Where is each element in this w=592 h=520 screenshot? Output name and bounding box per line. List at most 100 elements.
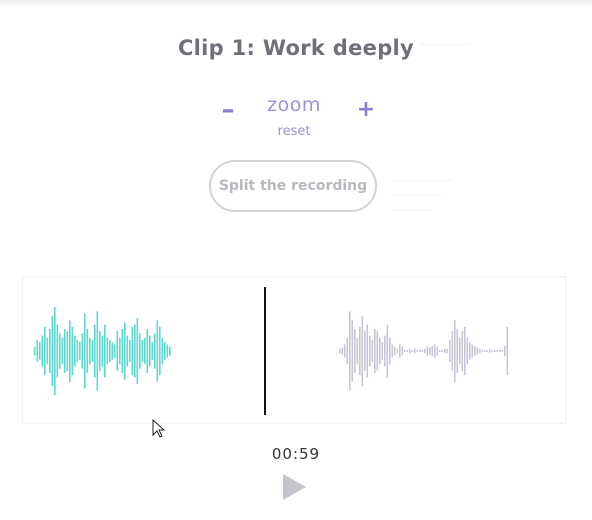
playhead[interactable] <box>264 287 266 415</box>
zoom-reset-link[interactable]: reset <box>277 124 311 139</box>
waveform-bar <box>124 322 126 380</box>
waveform-bar <box>491 350 494 352</box>
mouse-cursor-icon <box>152 419 166 438</box>
waveform-bar <box>446 348 449 354</box>
waveform-bar <box>344 344 346 358</box>
waveform-bar <box>46 337 49 365</box>
waveform-bar <box>354 329 356 373</box>
waveform-bar <box>391 344 394 358</box>
waveform-bar <box>394 346 396 356</box>
waveform-bar <box>59 333 61 369</box>
zoom-out-button[interactable]: – <box>221 95 235 125</box>
waveform-bar <box>61 337 64 365</box>
waveform-bar <box>356 337 359 365</box>
waveform-bar <box>434 344 436 358</box>
waveform-bar <box>384 335 386 367</box>
waveform-bar <box>474 345 476 357</box>
waveform-bar <box>374 329 376 373</box>
waveform-bar <box>104 324 106 378</box>
waveform-bar <box>396 348 399 354</box>
waveform-bar <box>441 350 444 352</box>
waveform-bar <box>341 347 344 355</box>
waveform-bar <box>371 340 374 362</box>
waveform-bar <box>49 329 51 373</box>
play-button[interactable] <box>280 472 310 502</box>
divider <box>392 180 452 181</box>
waveform-bar <box>129 340 131 362</box>
waveform-bar <box>39 342 41 360</box>
waveform-bar <box>74 335 76 367</box>
waveform-bar <box>41 335 44 367</box>
waveform-bar <box>126 335 129 367</box>
waveform-bar <box>481 350 484 352</box>
waveform-bar <box>69 320 71 382</box>
waveform-bar <box>436 346 439 356</box>
waveform-bar <box>404 350 406 352</box>
waveform-bar <box>479 348 481 354</box>
divider <box>392 195 442 196</box>
waveform-bar <box>466 337 469 365</box>
waveform-bar <box>159 326 161 376</box>
waveform-bar <box>424 348 426 354</box>
waveform-bar <box>139 333 141 369</box>
waveform-bar <box>106 337 109 365</box>
waveform-bar <box>501 350 504 352</box>
waveform-bar <box>146 329 149 373</box>
waveform-bar <box>96 311 99 391</box>
waveform-bar <box>444 348 446 354</box>
waveform-bar <box>464 326 466 376</box>
waveform-bar <box>89 337 91 365</box>
waveform-bar <box>489 349 491 353</box>
waveform-bar <box>376 331 379 371</box>
waveform-bar <box>56 324 59 378</box>
waveform-bar <box>459 337 461 365</box>
waveform-bar <box>419 350 421 352</box>
waveform-bar <box>476 347 479 355</box>
waveform[interactable] <box>23 277 567 425</box>
waveform-bar <box>494 350 496 352</box>
waveform-bar <box>76 340 79 362</box>
waveform-bar <box>156 320 159 382</box>
waveform-bar <box>431 345 434 357</box>
waveform-bar <box>484 350 486 352</box>
zoom-in-button[interactable]: + <box>356 97 376 122</box>
waveform-bar <box>161 337 164 365</box>
waveform-bar <box>141 340 144 362</box>
waveform-bar <box>121 329 124 373</box>
waveform-bar <box>359 326 361 376</box>
waveform-bar <box>439 350 441 352</box>
waveform-bar <box>54 307 56 395</box>
waveform-bar <box>426 346 429 356</box>
waveform-bar <box>151 342 154 360</box>
waveform-bar <box>499 350 501 352</box>
waveform-bar <box>34 346 36 356</box>
waveform-bar <box>346 337 349 365</box>
waveform-bar <box>166 344 169 358</box>
waveform-bar <box>399 344 401 358</box>
waveform-panel[interactable] <box>22 276 566 424</box>
waveform-bar <box>414 348 416 354</box>
waveform-bar <box>164 342 166 360</box>
waveform-bar <box>416 350 419 352</box>
waveform-bar <box>349 311 351 391</box>
waveform-bar <box>389 337 391 365</box>
waveform-bar <box>71 326 74 376</box>
waveform-bar <box>86 329 89 373</box>
split-recording-button[interactable]: Split the recording <box>209 160 377 212</box>
waveform-bar <box>379 337 381 365</box>
waveform-bar <box>94 324 96 378</box>
waveform-bar <box>386 324 389 378</box>
divider <box>392 210 432 211</box>
playback-time: 00:59 <box>271 445 321 463</box>
waveform-bar <box>99 331 101 371</box>
waveform-bar <box>496 350 499 352</box>
waveform-bar <box>79 342 81 360</box>
waveform-bar <box>381 342 384 360</box>
waveform-bar <box>51 315 54 387</box>
waveform-bar <box>451 331 454 371</box>
waveform-bar <box>119 337 121 365</box>
waveform-bar <box>369 335 371 367</box>
waveform-bar <box>461 331 464 371</box>
waveform-bar <box>406 350 409 352</box>
